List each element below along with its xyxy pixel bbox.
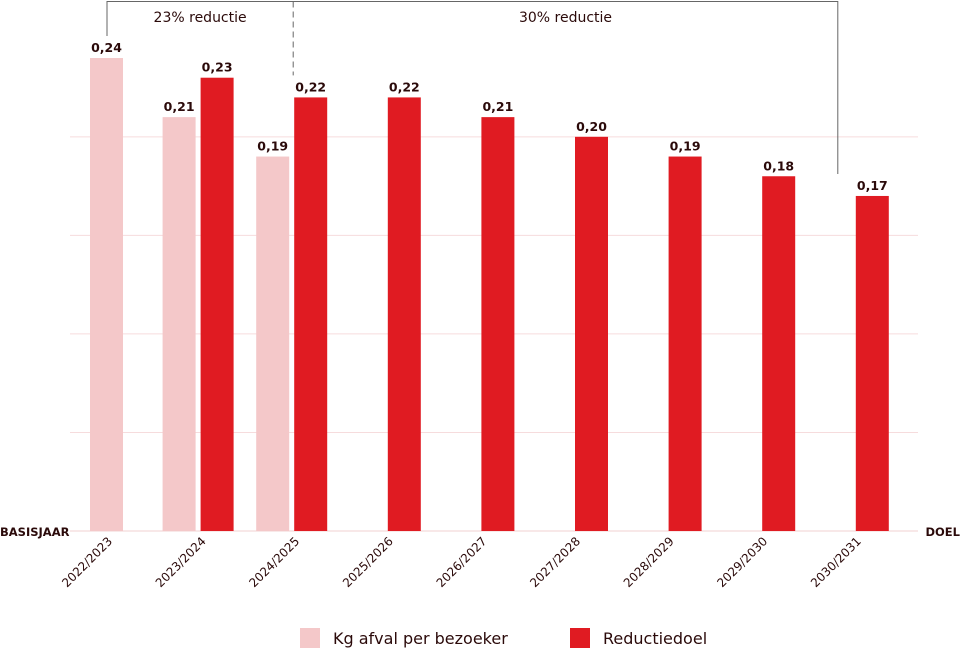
legend-swatch-red xyxy=(570,628,590,648)
legend-label-kg-afval: Kg afval per bezoeker xyxy=(333,628,508,648)
reduction-annotations: 23% reductie 30% reductie xyxy=(106,1,839,174)
annotation-23-reductie: 23% reductie xyxy=(154,10,247,26)
bar-reductiedoel-2027/2028 xyxy=(575,136,608,532)
legend: Kg afval per bezoeker Reductiedoel xyxy=(0,628,960,654)
x-tick-labels: 2022/2023 2023/2024 2024/2025 2025/2026 2026… xyxy=(59,534,864,590)
bar-reductiedoel-2025/2026 xyxy=(387,97,421,532)
value-label: 0,24 xyxy=(91,40,122,55)
annotation-bracket xyxy=(106,1,839,174)
value-label: 0,17 xyxy=(857,178,888,193)
x-tick-label: 2028/2029 xyxy=(621,534,677,590)
value-label: 0,21 xyxy=(164,99,195,114)
annotation-30-reductie: 30% reductie xyxy=(519,10,612,26)
bar-reductiedoel-2030/2031 xyxy=(855,195,889,532)
bar-kg-afval-2022/2023 xyxy=(90,58,123,531)
x-tick-label: 2027/2028 xyxy=(527,534,583,590)
x-tick-label: 2025/2026 xyxy=(340,534,396,590)
legend-swatch-light xyxy=(300,628,320,648)
x-tick-label: 2023/2024 xyxy=(153,534,209,590)
x-tick-label: 2029/2030 xyxy=(714,534,770,590)
bar-kg-afval-2023/2024 xyxy=(162,117,196,531)
value-labels: 0,24 0,21 0,19 0,23 0,22 0,22 0,21 0,20 0,19 0,18… xyxy=(91,40,888,193)
value-label: 0,22 xyxy=(389,79,420,94)
bar-chart: 23% reductie 30% reductie 0,240,210,190,… xyxy=(0,1,960,590)
bar-reductiedoel-2024/2025 xyxy=(294,97,328,532)
value-label: 0,21 xyxy=(482,99,513,114)
value-label: 0,23 xyxy=(202,60,233,75)
bar-reductiedoel-2028/2029 xyxy=(668,156,702,531)
bar-reductiedoel-2029/2030 xyxy=(762,176,796,531)
value-label: 0,20 xyxy=(576,119,607,134)
legend-item-reductiedoel: Reductiedoel xyxy=(570,628,707,648)
value-label: 0,22 xyxy=(295,79,326,94)
value-label: 0,19 xyxy=(257,139,288,154)
bar-kg-afval-2024/2025 xyxy=(256,156,290,531)
x-tick-label: 2024/2025 xyxy=(246,534,302,590)
x-tick-label: 2030/2031 xyxy=(808,534,864,590)
x-tick-label: 2022/2023 xyxy=(59,534,115,590)
legend-item-kg-afval: Kg afval per bezoeker xyxy=(300,628,508,648)
x-tick-label: 2026/2027 xyxy=(434,534,490,590)
value-label: 0,19 xyxy=(670,139,701,154)
legend-label-reductiedoel: Reductiedoel xyxy=(603,628,708,648)
doel-label: DOEL xyxy=(925,525,960,539)
value-label: 0,18 xyxy=(763,158,794,173)
bars xyxy=(90,58,889,532)
bar-reductiedoel-2026/2027 xyxy=(481,117,515,531)
basisjaar-label: BASISJAAR xyxy=(0,525,70,539)
bar-reductiedoel-2023/2024 xyxy=(200,77,234,531)
